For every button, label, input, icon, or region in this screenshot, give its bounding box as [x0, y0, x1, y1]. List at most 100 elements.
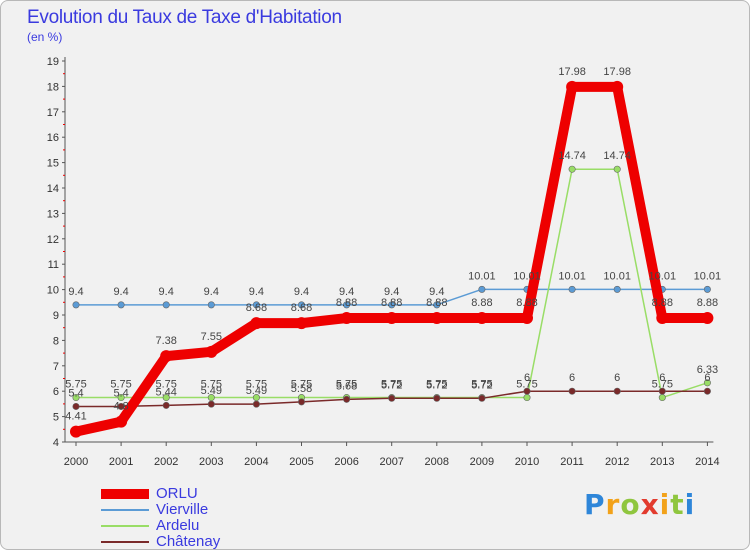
- data-point-vierville: [117, 301, 125, 309]
- data-point-ardelu: [117, 394, 125, 402]
- data-point-chatenay: [162, 401, 170, 409]
- data-label-ardelu: 14.74: [603, 150, 631, 162]
- y-tick-label: 10: [47, 285, 59, 297]
- data-point-chatenay: [72, 402, 80, 410]
- data-point-chatenay: [433, 394, 441, 402]
- data-point-ardelu: [568, 165, 576, 173]
- data-point-orlu: [250, 317, 263, 330]
- x-tick-label: 2003: [199, 456, 223, 468]
- logo-letter: o: [620, 488, 641, 521]
- data-label-orlu: 8.88: [697, 297, 718, 309]
- data-point-orlu: [340, 312, 353, 325]
- data-point-chatenay: [703, 387, 711, 395]
- logo-letter: r: [605, 488, 621, 521]
- data-label-chatenay: 5.68: [336, 380, 357, 392]
- data-label-vierville: 9.4: [113, 286, 128, 298]
- data-label-chatenay: 6: [569, 372, 575, 384]
- data-point-ardelu: [613, 165, 621, 173]
- x-tick-label: 2002: [154, 456, 178, 468]
- data-label-chatenay: 5.72: [426, 379, 447, 391]
- x-tick-label: 2011: [560, 456, 584, 468]
- x-tick-label: 2004: [244, 456, 268, 468]
- y-tick-label: 5: [53, 412, 59, 424]
- legend-label-ardelu: Ardelu: [156, 517, 200, 534]
- data-label-orlu: 8.88: [426, 297, 447, 309]
- data-label-vierville: 10.01: [603, 270, 631, 282]
- data-label-chatenay: 5.4: [68, 387, 83, 399]
- data-point-ardelu: [658, 394, 666, 402]
- data-label-vierville: 10.01: [558, 270, 586, 282]
- data-label-ardelu: 5.75: [65, 379, 86, 391]
- data-label-ardelu: 6.33: [697, 364, 718, 376]
- x-tick-label: 2009: [470, 456, 494, 468]
- data-label-ardelu: 5.75: [201, 379, 222, 391]
- data-point-vierville: [478, 285, 486, 293]
- data-point-chatenay: [252, 400, 260, 408]
- data-label-orlu: 7.55: [201, 331, 222, 343]
- x-tick-label: 2013: [650, 456, 674, 468]
- legend-item-ardelu: Ardelu: [101, 518, 220, 534]
- x-tick-label: 2006: [334, 456, 358, 468]
- data-point-orlu: [70, 425, 82, 438]
- data-point-orlu: [521, 312, 533, 325]
- legend-label-vierville: Vierville: [156, 501, 209, 518]
- data-label-ardelu: 14.74: [558, 150, 586, 162]
- logo-letter: i: [684, 488, 696, 521]
- data-label-chatenay: 5.49: [201, 385, 222, 397]
- legend-swatch-orlu: [101, 489, 149, 499]
- data-label-orlu: 17.98: [558, 66, 586, 78]
- legend-item-chatenay: Châtenay: [101, 534, 220, 550]
- data-label-chatenay: 5.49: [246, 385, 267, 397]
- x-tick-label: 2001: [109, 456, 133, 468]
- x-tick-label: 2005: [289, 456, 313, 468]
- proxiti-logo: Proxiti: [584, 488, 695, 521]
- y-tick-label: 18: [47, 81, 59, 93]
- data-label-ardelu: 5.75: [652, 379, 673, 391]
- data-label-chatenay: 6: [614, 372, 620, 384]
- data-point-orlu: [475, 312, 488, 325]
- data-point-chatenay: [478, 394, 486, 402]
- data-label-ardelu: 5.75: [110, 379, 131, 391]
- data-label-vierville: 10.01: [513, 270, 541, 282]
- data-label-ardelu: 5.75: [336, 379, 357, 391]
- data-label-vierville: 9.4: [249, 286, 264, 298]
- y-tick-label: 16: [47, 132, 59, 144]
- data-label-orlu: 8.68: [246, 302, 267, 314]
- data-point-chatenay: [613, 387, 621, 395]
- data-label-chatenay: 5.72: [471, 379, 492, 391]
- data-label-ardelu: 5.75: [426, 379, 447, 391]
- data-label-vierville: 10.01: [468, 270, 496, 282]
- data-point-chatenay: [117, 402, 125, 410]
- logo-letter: x: [640, 488, 660, 521]
- data-point-vierville: [162, 301, 170, 309]
- data-point-orlu: [385, 312, 398, 325]
- chart-title: Evolution du Taux de Taxe d'Habitation: [27, 7, 342, 28]
- legend-swatch-ardelu: [101, 525, 149, 527]
- data-point-orlu: [160, 350, 173, 363]
- data-point-vierville: [568, 285, 576, 293]
- data-label-chatenay: 5.72: [381, 379, 402, 391]
- data-point-chatenay: [343, 395, 351, 403]
- data-point-orlu: [430, 312, 443, 325]
- logo-letter: i: [659, 488, 671, 521]
- y-tick-label: 12: [47, 234, 59, 246]
- legend-swatch-chatenay: [101, 541, 149, 543]
- data-label-vierville: 9.4: [68, 286, 83, 298]
- data-label-ardelu: 5.75: [516, 379, 537, 391]
- data-point-orlu: [115, 415, 128, 428]
- data-point-orlu: [295, 317, 308, 330]
- data-point-chatenay: [207, 400, 215, 408]
- data-label-vierville: 9.4: [294, 286, 309, 298]
- data-point-vierville: [388, 301, 396, 309]
- logo-letter: P: [584, 488, 606, 521]
- data-point-vierville: [72, 301, 80, 309]
- data-label-chatenay: 6: [704, 372, 710, 384]
- y-tick-label: 13: [47, 208, 59, 220]
- data-point-chatenay: [523, 387, 531, 395]
- y-tick-label: 17: [47, 107, 59, 119]
- data-point-vierville: [433, 301, 441, 309]
- data-label-ardelu: 5.75: [291, 379, 312, 391]
- data-label-orlu: 8.88: [471, 297, 492, 309]
- data-label-vierville: 9.4: [159, 286, 174, 298]
